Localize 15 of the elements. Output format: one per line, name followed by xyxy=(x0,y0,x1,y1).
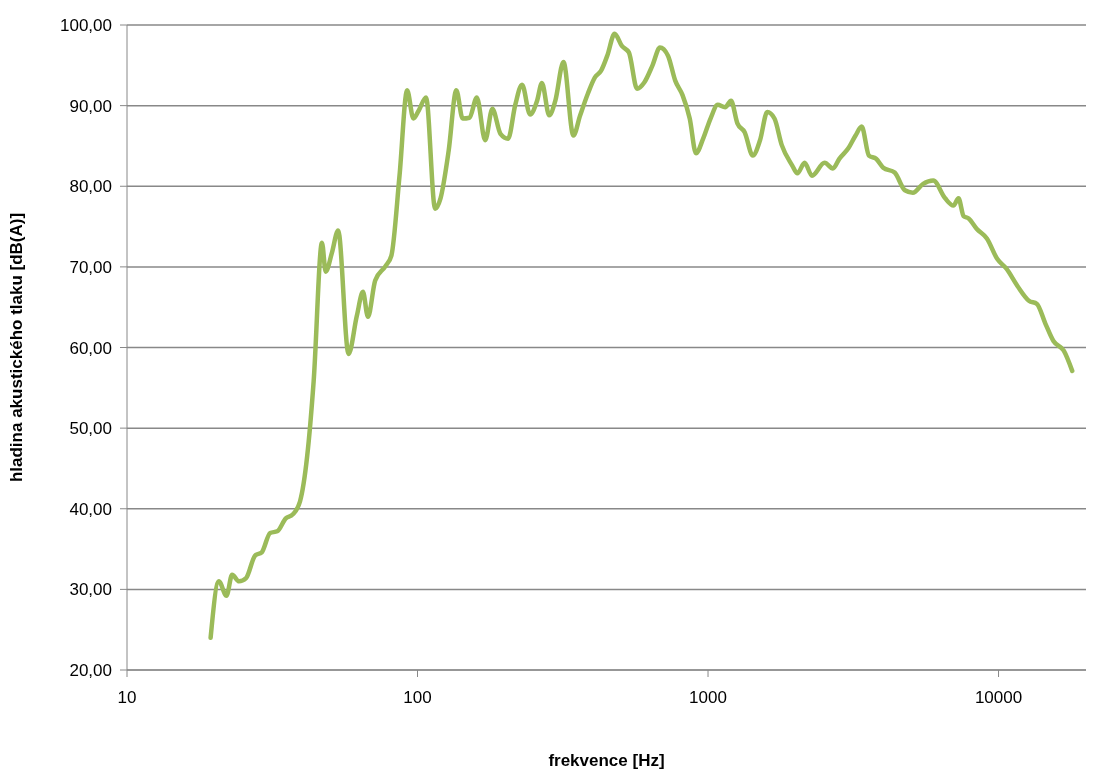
y-tick-label: 60,00 xyxy=(69,338,112,358)
x-tick-label: 10000 xyxy=(974,688,1023,708)
y-axis-title: hladina akustického tlaku [dB(A)] xyxy=(7,212,27,483)
y-tick-label: 30,00 xyxy=(69,580,112,600)
y-tick-label: 50,00 xyxy=(69,419,112,439)
x-axis-title: frekvence [Hz] xyxy=(548,751,665,770)
y-tick-label: 90,00 xyxy=(69,96,112,116)
y-tick-label: 80,00 xyxy=(69,177,112,197)
y-tick-label: 20,00 xyxy=(69,661,112,681)
y-tick-label: 100,00 xyxy=(60,16,112,36)
x-tick-label: 1000 xyxy=(689,688,727,708)
y-tick-label: 70,00 xyxy=(69,257,112,277)
x-tick-label: 100 xyxy=(403,688,432,708)
x-tick-label: 10 xyxy=(117,688,137,708)
y-tick-label: 40,00 xyxy=(69,499,112,519)
